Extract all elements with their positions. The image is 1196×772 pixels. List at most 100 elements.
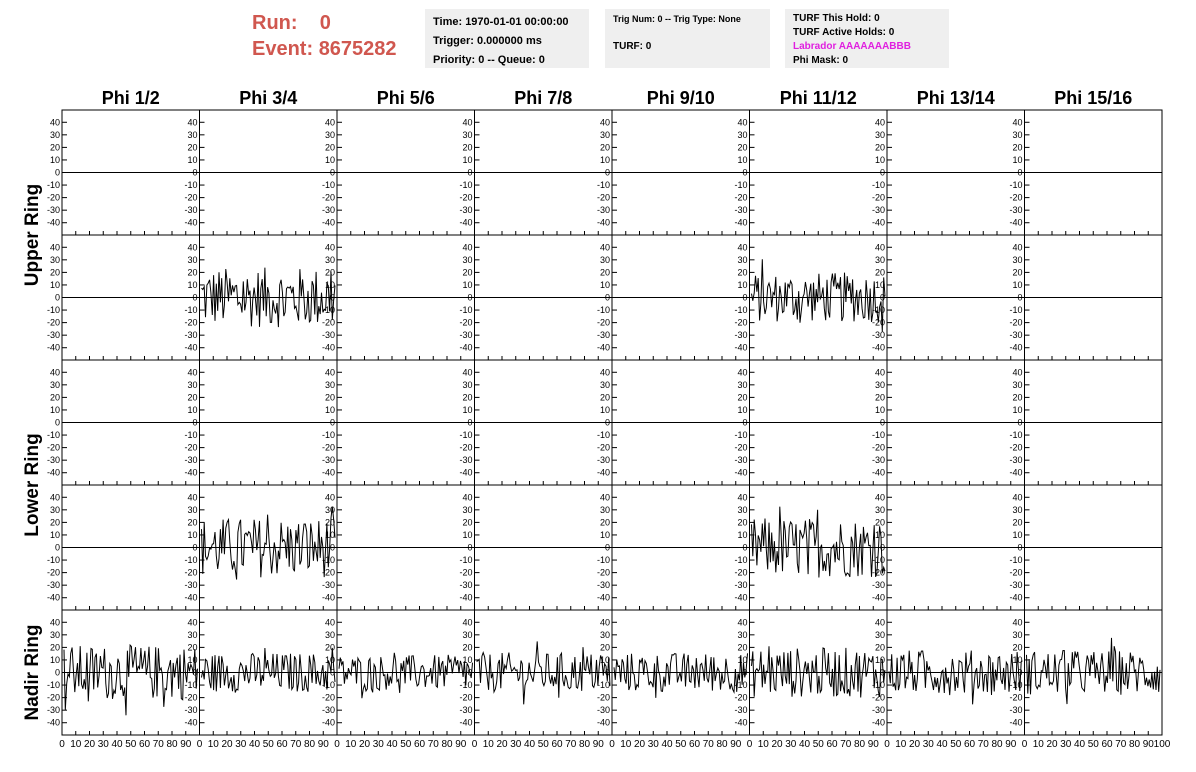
panel: -40 -30 -20 -10 0 10 20 30 40 (459, 360, 613, 485)
x-tick-label: 40 (249, 739, 261, 750)
y-tick-label: -20 (1009, 193, 1022, 203)
y-tick-label: 0 (1017, 168, 1022, 178)
y-tick-label: 10 (737, 280, 747, 290)
y-tick-label: 10 (600, 155, 610, 165)
y-tick-label: -30 (47, 455, 60, 465)
y-tick-label: -40 (872, 468, 885, 478)
y-tick-label: -10 (184, 305, 197, 315)
x-tick-label: 90 (455, 739, 467, 750)
y-tick-label: 40 (875, 492, 885, 502)
panel: -40 -30 -20 -10 0 10 20 30 40 (1009, 110, 1163, 235)
y-tick-label: -10 (459, 430, 472, 440)
y-tick-label: 40 (462, 242, 472, 252)
x-tick-label: 80 (579, 739, 591, 750)
y-tick-label: 40 (50, 492, 60, 502)
y-tick-label: -40 (322, 593, 335, 603)
x-tick-label: 70 (978, 739, 990, 750)
x-tick-label: 30 (235, 739, 247, 750)
panel: -40 -30 -20 -10 0 10 20 30 40 (459, 610, 613, 735)
x-tick-label: 20 (771, 739, 783, 750)
y-tick-label: 20 (737, 642, 747, 652)
y-tick-label: -30 (734, 205, 747, 215)
x-tick-label: 60 (689, 739, 701, 750)
y-tick-label: -10 (322, 555, 335, 565)
y-tick-label: 30 (600, 505, 610, 515)
y-tick-label: -10 (322, 680, 335, 690)
panel: -40 -30 -20 -10 0 10 20 30 40 (597, 485, 750, 610)
y-tick-label: -30 (459, 455, 472, 465)
y-tick-label: 20 (737, 267, 747, 277)
y-tick-label: 40 (462, 492, 472, 502)
y-tick-label: 40 (325, 117, 335, 127)
y-tick-label: 30 (600, 630, 610, 640)
y-tick-label: 0 (55, 418, 60, 428)
y-tick-label: -20 (322, 693, 335, 703)
y-tick-label: 10 (187, 155, 197, 165)
y-tick-label: 0 (192, 543, 197, 553)
column-header: Phi 1/2 (102, 88, 160, 108)
column-header: Phi 15/16 (1054, 88, 1132, 108)
y-tick-label: 30 (600, 130, 610, 140)
y-tick-label: -40 (597, 718, 610, 728)
waveform-series (201, 506, 336, 580)
y-tick-label: 0 (880, 543, 885, 553)
x-tick-label: 80 (991, 739, 1003, 750)
y-tick-label: -10 (184, 680, 197, 690)
x-tick-label: 70 (1115, 739, 1127, 750)
y-tick-label: -30 (459, 580, 472, 590)
y-tick-label: 40 (600, 617, 610, 627)
y-tick-label: 0 (880, 418, 885, 428)
y-tick-label: -20 (597, 193, 610, 203)
waveform-series (751, 646, 886, 698)
column-header: Phi 9/10 (647, 88, 715, 108)
y-tick-label: -40 (47, 468, 60, 478)
y-tick-label: -40 (459, 593, 472, 603)
y-tick-label: -20 (1009, 318, 1022, 328)
y-tick-label: 0 (605, 543, 610, 553)
y-tick-label: -30 (1009, 330, 1022, 340)
y-tick-label: -30 (1009, 580, 1022, 590)
y-tick-label: 30 (187, 630, 197, 640)
y-tick-label: 30 (737, 380, 747, 390)
y-tick-label: -10 (47, 180, 60, 190)
y-tick-label: -10 (459, 555, 472, 565)
y-tick-label: -20 (872, 443, 885, 453)
y-tick-label: -10 (872, 555, 885, 565)
run-row: Run: 0 (252, 10, 397, 36)
y-tick-label: 40 (600, 492, 610, 502)
y-tick-label: -20 (459, 318, 472, 328)
x-tick-label: 20 (221, 739, 233, 750)
y-tick-label: -20 (47, 318, 60, 328)
y-tick-label: 10 (50, 280, 60, 290)
y-tick-label: 40 (50, 367, 60, 377)
x-tick-label: 90 (730, 739, 742, 750)
y-tick-label: 10 (187, 655, 197, 665)
trig-num-text: Trig Num: 0 -- Trig Type: None (613, 14, 741, 24)
y-tick-label: 0 (192, 293, 197, 303)
x-tick-label: 30 (510, 739, 522, 750)
y-tick-label: -30 (47, 705, 60, 715)
y-tick-label: 0 (330, 168, 335, 178)
y-tick-label: 20 (875, 267, 885, 277)
y-tick-label: 0 (742, 543, 747, 553)
waveform-series (613, 653, 748, 698)
run-label: Run: (252, 12, 298, 34)
y-tick-label: 20 (462, 267, 472, 277)
x-tick-label: 20 (1046, 739, 1058, 750)
y-tick-label: 40 (737, 117, 747, 127)
y-tick-label: -30 (459, 205, 472, 215)
panel: -40 -30 -20 -10 0 10 20 30 40 (872, 235, 1025, 360)
y-tick-label: 40 (187, 242, 197, 252)
y-tick-label: -30 (322, 455, 335, 465)
y-tick-label: -30 (597, 330, 610, 340)
y-tick-label: -10 (734, 555, 747, 565)
turf-this-hold-text: TURF This Hold: 0 (793, 13, 880, 24)
y-tick-label: 40 (737, 617, 747, 627)
labrador-text: Labrador AAAAAAABBB (793, 41, 911, 52)
y-tick-label: -10 (597, 305, 610, 315)
y-tick-label: -30 (597, 205, 610, 215)
trigger-text: Trigger: 0.000000 ms (433, 35, 542, 47)
y-tick-label: 40 (1012, 617, 1022, 627)
y-tick-label: 0 (330, 293, 335, 303)
y-tick-label: 20 (187, 267, 197, 277)
